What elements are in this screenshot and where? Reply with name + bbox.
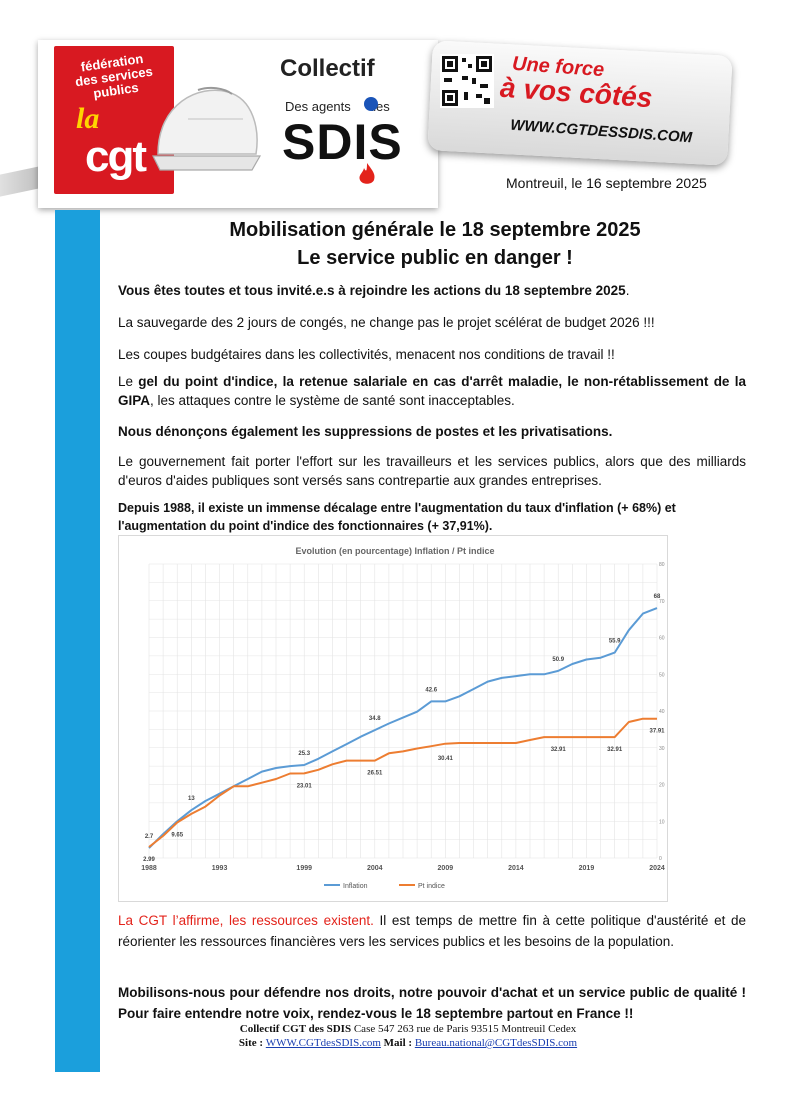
x-tick-label: 1999 (296, 865, 312, 872)
y-tick-label: 80 (659, 562, 665, 568)
footer-org: Collectif CGT des SDIS (239, 1023, 352, 1035)
firefighter-helmet-icon (152, 86, 262, 171)
y-tick-label: 10 (659, 819, 665, 825)
x-tick-label: 2019 (579, 865, 595, 872)
paragraph-depuis-1988: Depuis 1988, il existe un immense décala… (118, 501, 676, 533)
paragraph-coupes: Les coupes budgétaires dans les collecti… (118, 347, 615, 362)
footer-contact: Site : WWW.CGTdesSDIS.com Mail : Bureau.… (118, 1037, 698, 1050)
collectif-title: Collectif (280, 55, 375, 82)
y-tick-label: 20 (659, 783, 665, 789)
data-label: 32.91 (551, 747, 567, 753)
legend-label: Pt indice (418, 883, 445, 890)
footer-site-link[interactable]: WWW.CGTdesSDIS.com (265, 1037, 381, 1049)
paragraph-invite: Vous êtes toutes et tous invité.e.s à re… (118, 281, 746, 300)
x-tick-label: 2014 (508, 865, 524, 872)
x-tick-label: 2004 (367, 865, 383, 872)
qr-code-icon[interactable] (440, 54, 494, 108)
invite-text: Vous êtes toutes et tous invité.e.s à re… (118, 283, 626, 298)
collectif-agents: Des agents (285, 99, 351, 114)
y-tick-label: 0 (659, 856, 662, 862)
data-label: 50.9 (552, 657, 564, 663)
cgt-rest-text: Il est temps de mettre fin à cette polit… (118, 913, 746, 949)
x-tick-label: 2009 (438, 865, 454, 872)
paragraph-denonce: Nous dénonçons également les suppression… (118, 424, 613, 439)
page-title-line2: Le service public en danger ! (297, 247, 573, 269)
chart-title: Evolution (en pourcentage) Inflation / P… (295, 546, 494, 556)
footer-address: Collectif CGT des SDIS Case 547 263 rue … (118, 1023, 698, 1036)
x-tick-label: 2024 (649, 865, 665, 872)
data-label: 2.99 (143, 857, 155, 863)
x-tick-label: 1988 (141, 865, 157, 872)
paragraph-conges: La sauvegarde des 2 jours de congés, ne … (118, 315, 655, 330)
communique-sidebar: COMMUNIQUÉ (55, 210, 137, 1072)
data-label: 2.7 (145, 834, 154, 840)
gel-post: , les attaques contre le système de sant… (150, 393, 515, 408)
data-label: 42.6 (425, 687, 437, 693)
data-label: 26.51 (367, 771, 383, 777)
y-tick-label: 50 (659, 672, 665, 678)
footer-address-text: Case 547 263 rue de Paris 93515 Montreui… (351, 1023, 577, 1035)
paragraph-mobilisons: Mobilisons-nous pour défendre nos droits… (118, 985, 746, 1021)
footer-site-label: Site : (238, 1037, 266, 1049)
footer-mail-link[interactable]: Bureau.national@CGTdesSDIS.com (414, 1037, 578, 1049)
data-label: 9.65 (171, 833, 183, 839)
footer-mail-label: Mail : (380, 1037, 415, 1049)
sdis-word: SDIS (282, 114, 403, 170)
date-line: Montreuil, le 16 septembre 2025 (506, 175, 707, 191)
paragraph-gel: Le gel du point d'indice, la retenue sal… (118, 372, 746, 410)
cgt-logo: fédération des services publics la cgt (54, 46, 174, 194)
cgt-logo-word: cgt (85, 132, 147, 181)
gel-bold: gel du point d'indice, la retenue salari… (118, 374, 746, 408)
data-label: 30.41 (438, 756, 454, 762)
cgt-logo-la: la (76, 102, 100, 135)
y-tick-label: 70 (659, 599, 665, 605)
x-tick-label: 1993 (212, 865, 228, 872)
gel-pre: Le (118, 374, 139, 389)
y-tick-label: 40 (659, 709, 665, 715)
invite-end: . (625, 283, 630, 298)
y-tick-label: 30 (659, 746, 665, 752)
data-label: 68 (654, 594, 661, 600)
legend-label: Inflation (343, 883, 368, 890)
data-label: 13 (188, 796, 195, 802)
sdis-blue-drop-icon (364, 97, 378, 111)
paragraph-cgt-affirme: La CGT l’affirme, les ressources existen… (118, 910, 746, 952)
paragraph-gouvernement: Le gouvernement fait porter l'effort sur… (118, 454, 746, 488)
inflation-chart: Evolution (en pourcentage) Inflation / P… (118, 535, 668, 902)
data-label: 34.8 (369, 716, 381, 722)
y-tick-label: 60 (659, 636, 665, 642)
data-label: 37.91 (649, 729, 665, 735)
cgt-red-text: La CGT l’affirme, les ressources existen… (118, 913, 374, 928)
page-title-line1: Mobilisation générale le 18 septembre 20… (229, 219, 641, 241)
data-label: 23.01 (297, 783, 313, 789)
inflation-chart-svg: Evolution (en pourcentage) Inflation / P… (141, 546, 665, 890)
flame-icon (359, 163, 375, 184)
data-label: 55.9 (609, 639, 621, 645)
data-label: 25.3 (298, 751, 310, 757)
data-label: 32.91 (607, 747, 623, 753)
series-line-pt-indice (148, 717, 657, 848)
